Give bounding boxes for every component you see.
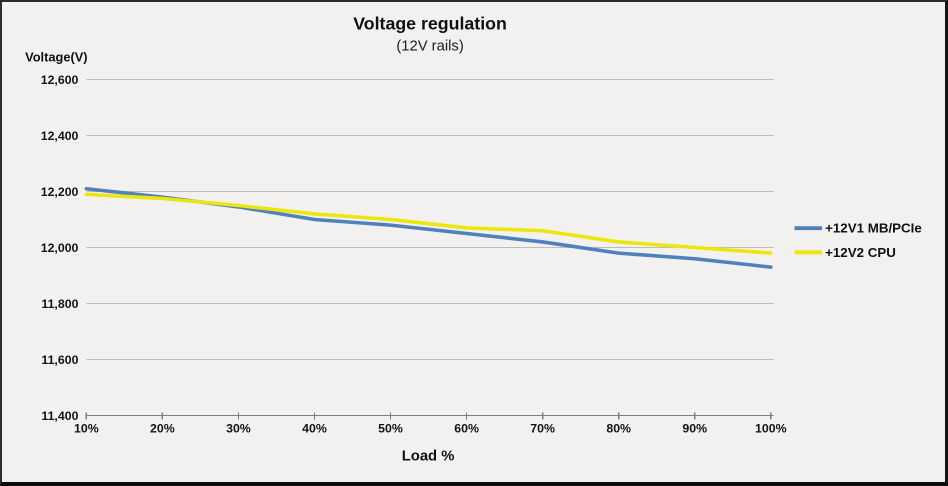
x-tick-label: 100% — [755, 421, 787, 435]
y-tick-label: 12,400 — [41, 129, 79, 143]
x-tick-label: 80% — [606, 421, 631, 435]
y-tick-label: 12,600 — [41, 73, 79, 87]
y-tick-label: 12,000 — [41, 241, 79, 255]
chart-subtitle: (12V rails) — [396, 38, 463, 54]
y-tick-label: 11,400 — [41, 409, 78, 423]
x-tick-label: 30% — [226, 421, 251, 435]
y-axis-title: Voltage(V) — [25, 49, 87, 64]
x-tick-label: 50% — [378, 421, 403, 435]
y-tick-label: 12,200 — [41, 185, 79, 199]
x-tick-label: 60% — [454, 421, 479, 435]
x-tick-label: 20% — [150, 421, 175, 435]
legend: +12V1 MB/PCIe +12V2 CPU — [794, 221, 922, 260]
y-tick-label: 11,600 — [41, 353, 78, 367]
x-axis — [85, 412, 774, 420]
chart-title: Voltage regulation — [353, 14, 507, 34]
legend-label-12v1-mb-pcie: +12V1 MB/PCIe — [825, 221, 922, 236]
x-tick-label: 90% — [682, 421, 707, 435]
x-tick-label: 10% — [74, 421, 99, 435]
x-axis-title: Load % — [402, 448, 455, 464]
legend-label-12v2-cpu: +12V2 CPU — [825, 245, 896, 260]
series-lines — [84, 186, 773, 269]
x-tick-label: 40% — [302, 421, 327, 435]
series-line-12v2-cpu — [84, 192, 773, 255]
gridlines — [86, 79, 774, 361]
x-tick-label: 70% — [530, 421, 555, 435]
x-axis-labels: 10% 20% 30% 40% 50% 60% 70% 80% 90% 100% — [74, 421, 787, 435]
y-axis-labels: 11,400 11,600 11,800 12,000 12,200 12,400 12,6… — [41, 73, 79, 423]
y-tick-label: 11,800 — [41, 297, 78, 311]
